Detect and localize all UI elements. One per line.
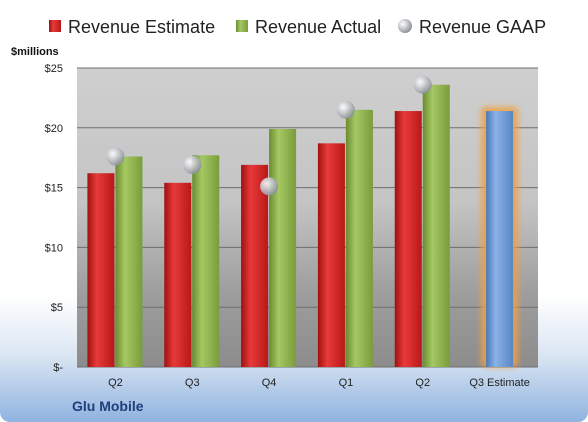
- y-tick-label: $10: [45, 242, 63, 254]
- revenue-actual-bar: [192, 155, 220, 367]
- legend-swatch-revenue-estimate: [49, 20, 61, 32]
- y-tick-label: $15: [45, 183, 63, 195]
- x-tick-label: Q2: [415, 377, 430, 389]
- gaap-markers: [106, 75, 432, 196]
- x-tick-label: Q3: [185, 377, 200, 389]
- revenue-actual-bar: [345, 109, 373, 368]
- legend-marker-revenue-gaap: [398, 19, 412, 33]
- y-tick-label: $5: [51, 302, 63, 314]
- legend-label-revenue-estimate: Revenue Estimate: [68, 17, 215, 37]
- company-name: Glu Mobile: [72, 398, 144, 414]
- revenue-actual-bar: [115, 156, 143, 367]
- plot-area: [77, 68, 538, 367]
- revenue-actual-bar: [269, 128, 297, 367]
- x-axis-ticks: Q2 Q3 Q4 Q1 Q2 Q3 Estimate: [108, 377, 530, 389]
- y-axis-unit-label: $millions: [11, 46, 59, 58]
- bars: [87, 84, 450, 368]
- y-tick-label: $-: [53, 362, 63, 374]
- legend-swatch-revenue-actual: [236, 20, 248, 32]
- revenue-gaap-marker: [336, 100, 355, 119]
- x-tick-label: Q3 Estimate: [469, 377, 530, 389]
- y-axis-ticks: $- $5 $10 $15 $20 $25: [45, 63, 64, 374]
- forecast-layer: [481, 107, 519, 367]
- y-tick-label: $20: [45, 123, 63, 135]
- revenue-estimate-bar: [87, 173, 115, 367]
- revenue-estimate-bar: [241, 164, 269, 367]
- y-tick-label: $25: [45, 63, 63, 75]
- legend-item-revenue-estimate: Revenue Estimate: [49, 17, 215, 37]
- legend-item-revenue-gaap: Revenue GAAP: [398, 17, 546, 37]
- legend-label-revenue-actual: Revenue Actual: [255, 17, 381, 37]
- revenue-actual-bar: [422, 84, 450, 367]
- legend-item-revenue-actual: Revenue Actual: [236, 17, 381, 37]
- revenue-estimate-bar: [164, 182, 192, 367]
- x-tick-label: Q1: [339, 377, 354, 389]
- x-tick-label: Q4: [262, 377, 277, 389]
- revenue-estimate-forecast-bar: [486, 111, 514, 367]
- revenue-gaap-marker: [183, 155, 202, 174]
- revenue-estimate-bar: [317, 143, 345, 367]
- x-tick-label: Q2: [108, 377, 123, 389]
- grid-lines: [77, 67, 538, 368]
- revenue-gaap-marker: [106, 147, 125, 166]
- revenue-gaap-marker: [260, 177, 279, 196]
- revenue-estimate-bar: [394, 111, 422, 367]
- legend-label-revenue-gaap: Revenue GAAP: [419, 17, 546, 37]
- revenue-gaap-marker: [413, 75, 432, 94]
- legend: Revenue Estimate Revenue Actual Revenue …: [49, 17, 546, 37]
